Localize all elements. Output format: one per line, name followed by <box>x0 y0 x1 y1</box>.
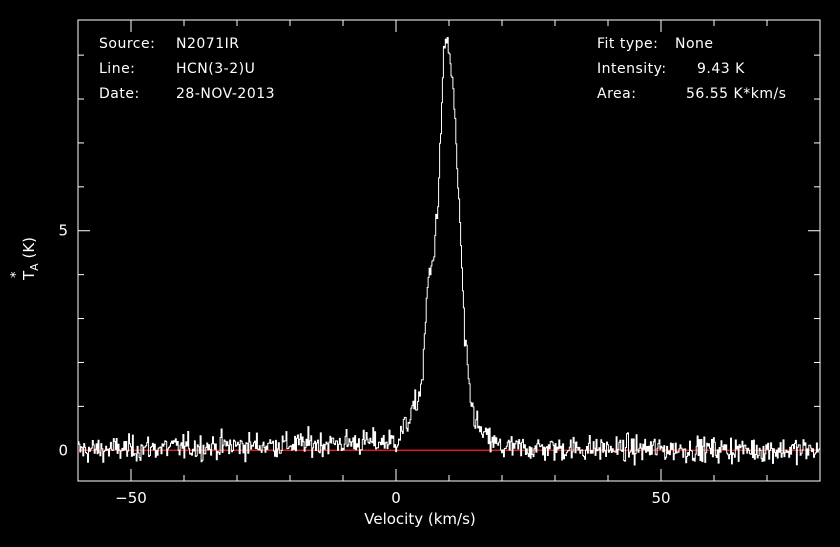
fit-type-value: None <box>675 36 714 52</box>
fit-type-label: Fit type: <box>597 36 659 52</box>
area-value: 56.55 K*km/s <box>686 86 787 102</box>
x-tick-label: −50 <box>115 489 147 507</box>
area-label: Area: <box>597 86 637 102</box>
x-tick-label: 0 <box>391 489 401 507</box>
y-tick-label: 5 <box>58 222 68 240</box>
intensity-label: Intensity: <box>597 61 667 77</box>
line-value: HCN(3-2)U <box>176 61 256 77</box>
x-tick-label: 50 <box>651 489 670 507</box>
date-value: 28-NOV-2013 <box>176 86 276 102</box>
intensity-value: 9.43 K <box>697 61 745 77</box>
y-axis-label: T * A (K) <box>9 236 41 280</box>
x-axis-label: Velocity (km/s) <box>364 510 476 528</box>
source-label: Source: <box>99 36 156 52</box>
y-tick-label: 0 <box>58 441 68 459</box>
date-label: Date: <box>99 86 140 102</box>
line-label: Line: <box>99 61 136 77</box>
source-value: N2071IR <box>176 36 240 52</box>
spectrum-line <box>78 37 820 466</box>
